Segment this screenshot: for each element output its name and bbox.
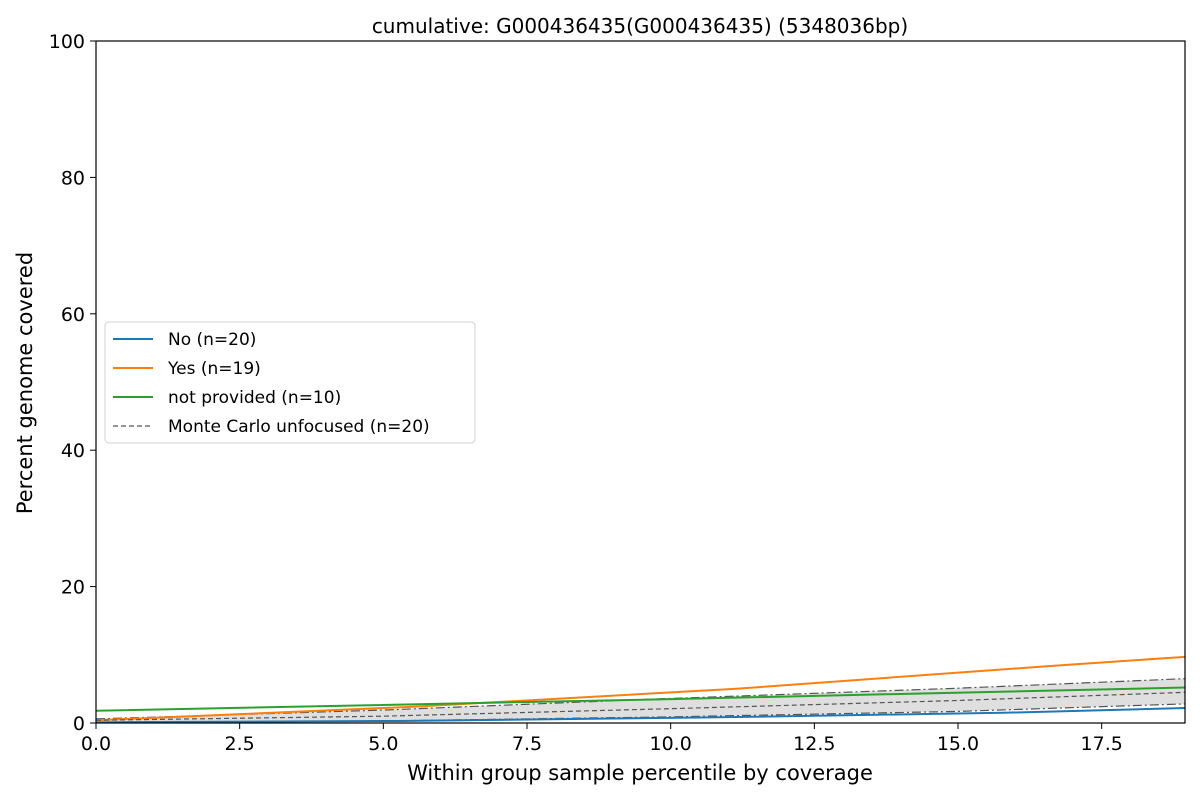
legend-item-label: Yes (n=19) (167, 359, 261, 379)
x-tick-label: 12.5 (793, 733, 835, 755)
series-line-3 (95, 691, 1186, 721)
y-tick-label: 80 (61, 167, 85, 189)
x-tick-label: 7.5 (512, 733, 542, 755)
x-axis-label: Within group sample percentile by covera… (407, 761, 873, 785)
x-tick-label: 2.5 (225, 733, 255, 755)
legend-box (104, 321, 476, 444)
legend: No (n=20) Yes (n=19) not provided (n=10) Mo… (104, 321, 476, 444)
x-tick-label: 5.0 (368, 733, 398, 755)
legend-item-label: No (n=20) (168, 330, 256, 350)
y-tick-label: 0 (73, 713, 85, 735)
x-tick-label: 15.0 (937, 733, 979, 755)
legend-item-label: not provided (n=10) (168, 388, 341, 408)
y-axis-label: Percent genome covered (13, 252, 37, 514)
y-tick-label: 60 (61, 304, 85, 326)
series-line-1 (95, 655, 1186, 722)
x-tick-label: 17.5 (1081, 733, 1123, 755)
y-tick-label: 20 (61, 577, 85, 599)
plot-frame (95, 40, 1186, 724)
x-tick-label: 0.0 (81, 733, 111, 755)
y-tick-label: 100 (49, 31, 85, 53)
y-tick-label: 40 (61, 440, 85, 462)
x-tick-label: 10.0 (650, 733, 692, 755)
legend-item-label: Monte Carlo unfocused (n=20) (168, 417, 430, 437)
series-line-0 (95, 706, 1186, 724)
series-line-2 (95, 686, 1186, 712)
chart-title: cumulative: G000436435(G000436435) (5348… (372, 14, 908, 38)
